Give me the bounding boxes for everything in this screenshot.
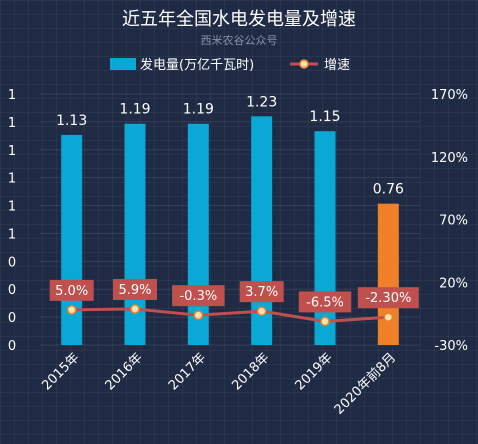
growth-label-box [239,281,284,303]
growth-point [320,316,330,327]
x-category-label: 2016年 [103,350,146,393]
legend: 发电量(万亿千瓦时) 增速 [110,57,350,73]
bar [314,131,336,345]
legend-bar-swatch [110,58,136,70]
growth-point [66,305,77,315]
growth-value-label: -6.5% [306,295,344,310]
growth-value-label: -2.30% [365,291,411,306]
growth-line [71,307,389,323]
y-left-tick-label: 1 [8,200,16,215]
chart-subtitle: 西米农谷公众号 [201,33,278,47]
growth-value-label: 5.0% [55,284,88,299]
bar-value-label: 1.19 [119,102,150,118]
bar [377,203,399,345]
y-left-tick-label: 1 [8,88,16,103]
y-left-tick-label: 1 [8,172,16,187]
growth-point [130,304,140,314]
growth-value-label: 3.7% [245,285,278,300]
x-category-label: 2017年 [166,350,209,393]
bar-value-label: 1.19 [183,102,214,118]
bar-value-label: 0.76 [373,182,404,198]
growth-label-box [357,287,419,309]
growth-label-box [49,279,94,301]
y-right-tick-label: 120% [431,151,468,166]
growth-label-box [113,278,157,300]
bar-value-label: 1.15 [309,109,340,125]
growth-label-box [298,291,352,313]
y-right-tick-label: 20% [439,276,468,291]
y-right-tick-label: -30% [434,339,468,354]
x-category-label: 2019年 [293,350,336,393]
y-left-tick-label: 1 [8,144,16,159]
y-right-tick-label: 170% [431,88,468,103]
x-category-label: 2020年前8月 [331,350,399,418]
y-left-tick-label: 0 [8,255,16,270]
growth-point [256,306,267,316]
growth-value-label: -0.3% [179,289,217,304]
bar-value-label: 1.13 [56,113,87,129]
growth-point [383,312,394,322]
plot-area: 0 0 0 0 1 1 1 1 1 1 -30% 20% 70% 120% 170% 1.13 1.19 1.19… [8,88,468,418]
chart-title: 近五年全国水电发电量及增速 [122,9,356,30]
legend-bar-label: 发电量(万亿千瓦时) [140,57,254,73]
y-right-tick-label: 70% [439,214,468,229]
y-left-tick-label: 1 [8,227,16,242]
growth-label-box [172,285,225,307]
growth-value-label: 5.9% [118,283,151,298]
growth-point [193,310,204,320]
legend-line-marker [299,59,309,69]
bar-value-label: 1.23 [246,94,277,110]
x-category-label: 2018年 [229,350,272,393]
y-left-tick-label: 0 [8,339,16,354]
legend-line-label: 增速 [324,58,350,73]
x-category-label: 2015年 [39,350,82,393]
y-left-tick-label: 1 [8,116,16,131]
y-left-tick-label: 0 [8,311,16,326]
y-left-tick-label: 0 [8,283,16,298]
